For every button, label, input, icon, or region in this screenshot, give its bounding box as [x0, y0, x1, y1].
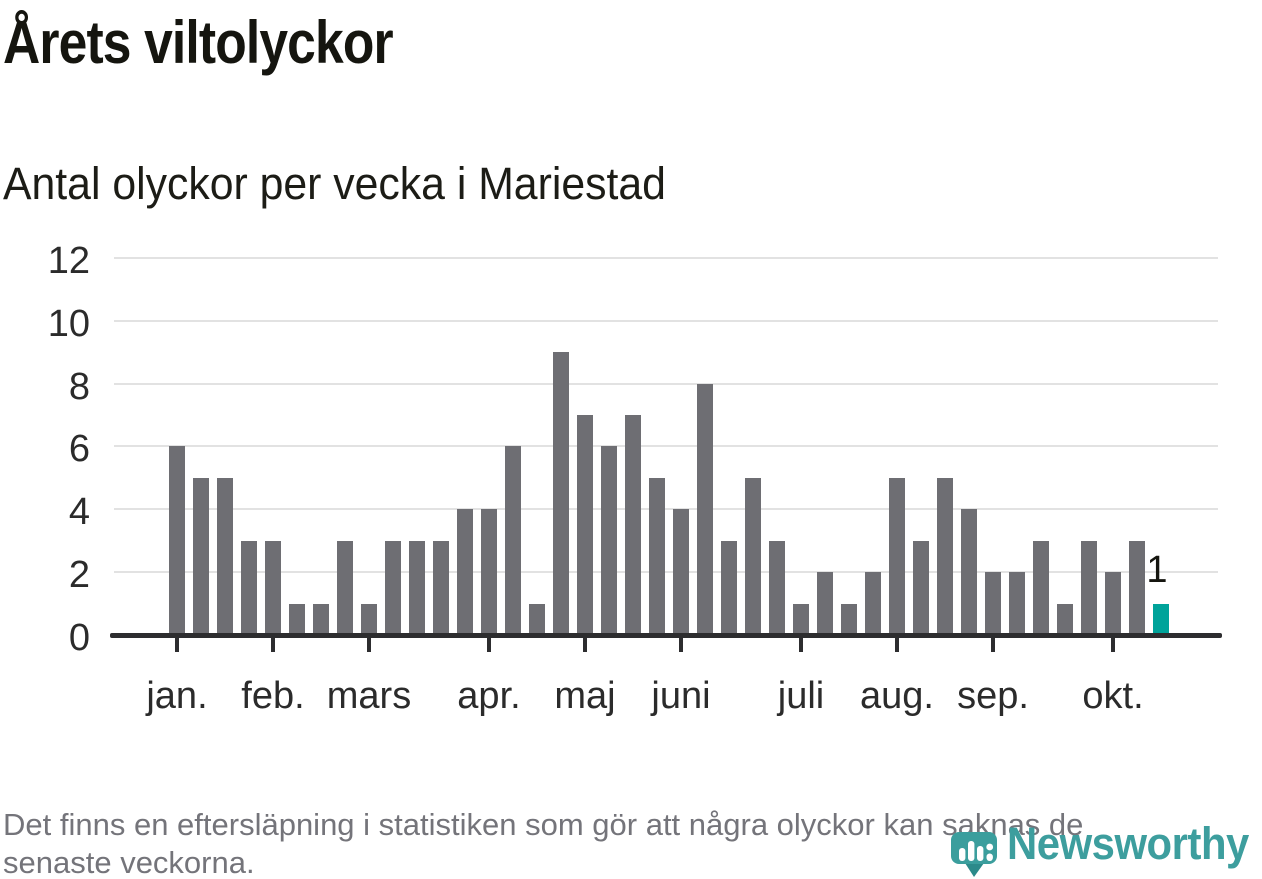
bar-week-27 — [793, 604, 809, 635]
bar-week-35 — [985, 572, 1001, 635]
bar-week-32 — [913, 541, 929, 635]
gridline-y-8 — [114, 383, 1218, 385]
x-axis-tick-aug — [895, 638, 899, 652]
bar-week-39 — [1081, 541, 1097, 635]
x-axis-tick-sep — [991, 638, 995, 652]
bar-week-15 — [505, 446, 521, 635]
bar-week-12 — [433, 541, 449, 635]
bar-week-16 — [529, 604, 545, 635]
y-axis-label-0: 0 — [68, 617, 90, 659]
x-axis-label-juni: juni — [651, 675, 711, 717]
gridline-y-6 — [114, 445, 1218, 447]
x-axis-label-apr: apr. — [457, 675, 521, 717]
page-title: Årets viltolyckor — [3, 9, 394, 76]
y-axis-label-2: 2 — [68, 554, 90, 596]
y-axis-label-8: 8 — [68, 366, 90, 408]
bar-week-18 — [577, 415, 593, 635]
bar-week-41 — [1129, 541, 1145, 635]
x-axis-label-mars: mars — [326, 675, 412, 717]
bar-week-6 — [289, 604, 305, 635]
x-axis-label-sep: sep. — [957, 675, 1029, 717]
x-axis-label-feb: feb. — [241, 675, 305, 717]
bar-week-21 — [649, 478, 665, 635]
bar-week-42-highlighted — [1153, 604, 1169, 635]
x-axis-tick-jan — [175, 638, 179, 652]
footnote-line-2: senaste veckorna. — [3, 845, 255, 879]
y-axis-label-10: 10 — [47, 303, 90, 345]
bar-week-22 — [673, 509, 689, 635]
bar-week-9 — [361, 604, 377, 635]
bar-week-5 — [265, 541, 281, 635]
bar-week-31 — [889, 478, 905, 635]
bar-week-10 — [385, 541, 401, 635]
bar-week-40 — [1105, 572, 1121, 635]
y-axis-label-6: 6 — [68, 428, 90, 470]
bar-week-8 — [337, 541, 353, 635]
newsworthy-logo-text: Newsworthy — [1007, 818, 1249, 869]
bar-week-17 — [553, 352, 569, 635]
chart-subtitle: Antal olyckor per vecka i Mariestad — [3, 158, 666, 209]
y-axis-label-12: 12 — [47, 240, 90, 282]
newsworthy-logo: Newsworthy — [951, 818, 1262, 879]
bar-week-37 — [1033, 541, 1049, 635]
x-axis-tick-mars — [367, 638, 371, 652]
footnote-line-1: Det finns en eftersläpning i statistiken… — [3, 807, 1084, 842]
x-axis-tick-juni — [679, 638, 683, 652]
x-axis-tick-maj — [583, 638, 587, 652]
x-axis-label-juli: juli — [777, 675, 825, 717]
bar-week-20 — [625, 415, 641, 635]
x-axis-tick-apr — [487, 638, 491, 652]
bar-week-13 — [457, 509, 473, 635]
footnote: Det finns en eftersläpning i statistiken… — [3, 806, 1251, 879]
newsworthy-pin-icon — [951, 832, 997, 877]
x-axis-tick-feb — [271, 638, 275, 652]
gridline-y-10 — [114, 320, 1218, 322]
gridline-y-12 — [114, 257, 1218, 259]
x-axis-label-jan: jan. — [146, 675, 208, 717]
bar-week-30 — [865, 572, 881, 635]
bar-week-26 — [769, 541, 785, 635]
bar-week-24 — [721, 541, 737, 635]
bar-week-19 — [601, 446, 617, 635]
last-bar-value-label: 1 — [1146, 549, 1168, 591]
x-axis-label-aug: aug. — [860, 675, 934, 717]
x-axis-label-okt: okt. — [1082, 675, 1144, 717]
x-axis-line — [110, 633, 1222, 638]
bar-week-2 — [193, 478, 209, 635]
y-axis-label-4: 4 — [68, 491, 90, 533]
x-axis-tick-juli — [799, 638, 803, 652]
bar-week-29 — [841, 604, 857, 635]
bar-week-11 — [409, 541, 425, 635]
bar-week-14 — [481, 509, 497, 635]
bar-week-36 — [1009, 572, 1025, 635]
bar-week-1 — [169, 446, 185, 635]
bar-week-28 — [817, 572, 833, 635]
bar-week-3 — [217, 478, 233, 635]
x-axis-tick-okt — [1111, 638, 1115, 652]
bar-week-25 — [745, 478, 761, 635]
bar-week-4 — [241, 541, 257, 635]
gridline-y-2 — [114, 571, 1218, 573]
x-axis-label-maj: maj — [554, 675, 616, 717]
bar-week-23 — [697, 384, 713, 635]
bar-week-33 — [937, 478, 953, 635]
bar-week-34 — [961, 509, 977, 635]
gridline-y-4 — [114, 508, 1218, 510]
bar-week-7 — [313, 604, 329, 635]
bar-week-38 — [1057, 604, 1073, 635]
